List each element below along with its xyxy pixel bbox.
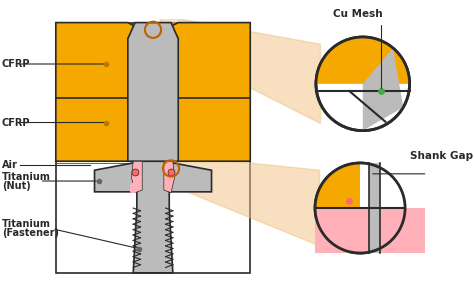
Text: CFRP: CFRP [2, 59, 30, 69]
Bar [56, 23, 250, 273]
Text: Air: Air [2, 160, 18, 170]
Text: (Fastener): (Fastener) [2, 228, 59, 238]
Bar [360, 163, 405, 208]
Polygon shape [128, 23, 178, 161]
Polygon shape [131, 161, 142, 193]
Polygon shape [363, 48, 403, 131]
Text: CFRP: CFRP [2, 117, 30, 127]
Text: Titanium: Titanium [2, 172, 51, 182]
Circle shape [316, 37, 410, 131]
Bar [380, 208, 425, 253]
Text: Shank Gap: Shank Gap [410, 150, 473, 160]
Polygon shape [160, 15, 320, 123]
Polygon shape [94, 161, 211, 273]
Text: (Nut): (Nut) [2, 180, 30, 191]
Wedge shape [315, 163, 360, 253]
Polygon shape [160, 154, 319, 246]
Text: Titanium: Titanium [2, 219, 51, 229]
Bar [369, 163, 380, 253]
Circle shape [315, 163, 405, 253]
Polygon shape [164, 161, 174, 193]
Bar [380, 163, 425, 253]
Wedge shape [316, 37, 410, 84]
Polygon shape [56, 23, 142, 161]
Text: Cu Mesh: Cu Mesh [334, 9, 383, 88]
Bar [315, 208, 405, 253]
Polygon shape [164, 23, 250, 161]
